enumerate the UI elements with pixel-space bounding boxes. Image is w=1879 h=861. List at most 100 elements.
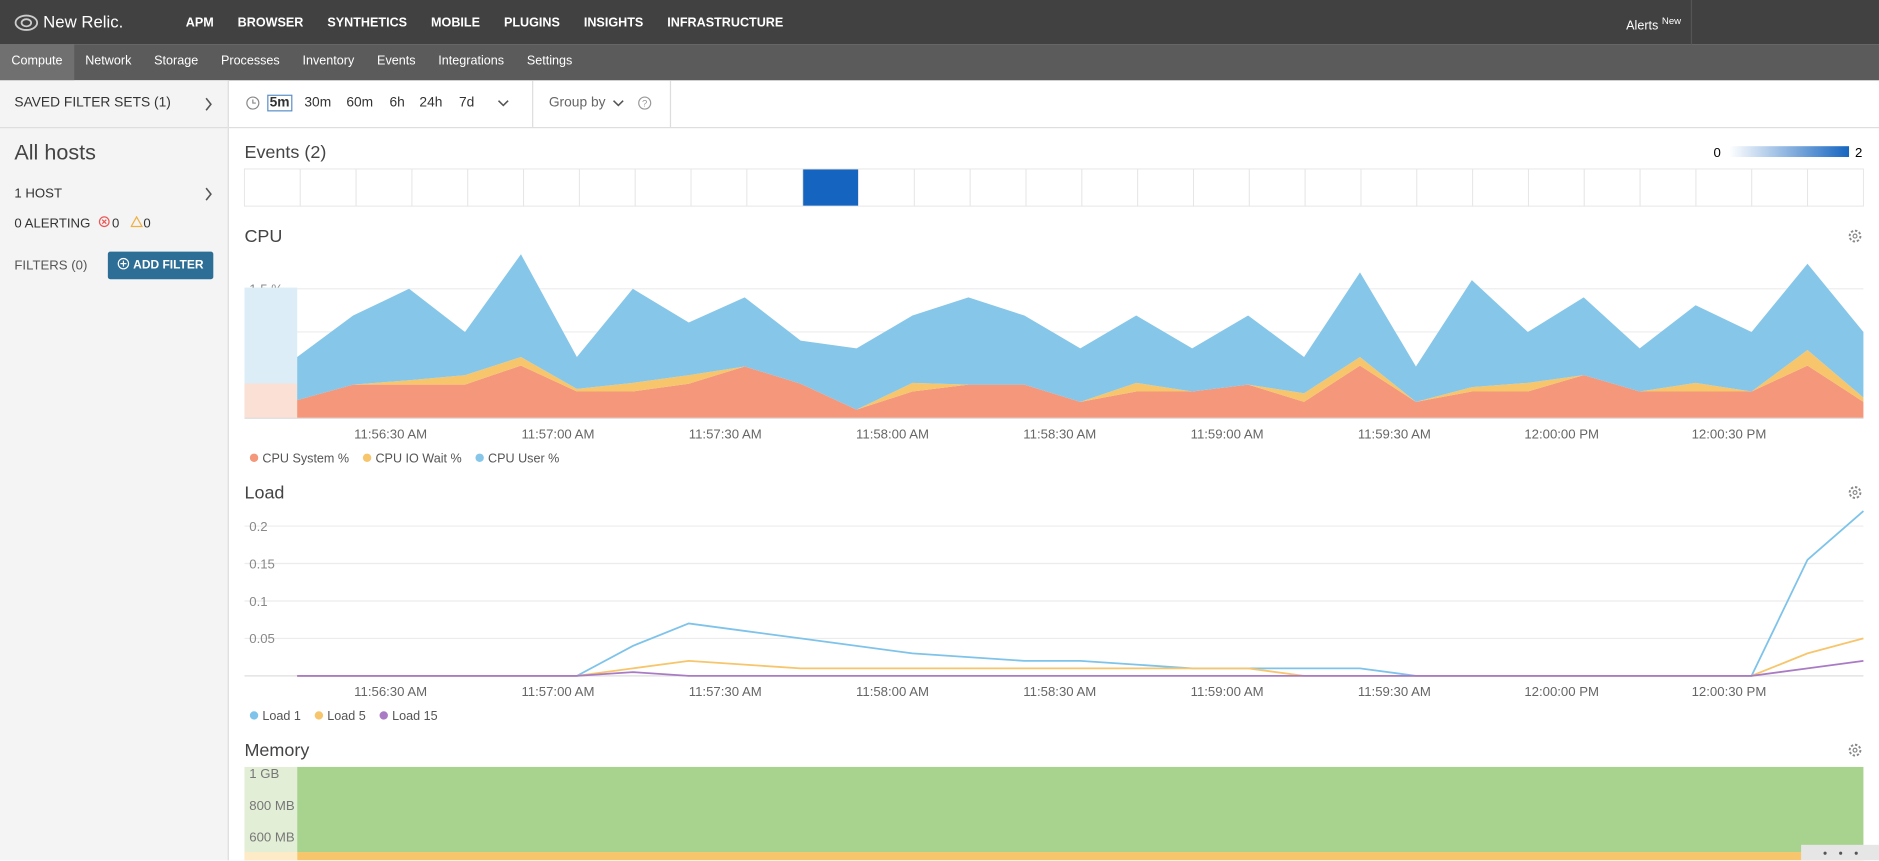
sub-nav: Compute Network Storage Processes Invent… xyxy=(0,44,1879,81)
charts: Events (2)02CPU0.5 %1 %1.5 %11:56:30 AM1… xyxy=(243,142,1879,861)
event-cell xyxy=(1248,168,1306,207)
range[interactable]: 5m xyxy=(267,94,292,112)
range[interactable]: 30m xyxy=(304,95,332,111)
range[interactable]: 6h xyxy=(389,95,405,111)
event-cell xyxy=(1025,168,1083,207)
event-cell xyxy=(634,168,692,207)
legend-label: Load 1 xyxy=(262,709,300,723)
help-icon[interactable]: ? xyxy=(638,96,652,110)
event-cell xyxy=(969,168,1027,207)
x-tick-label: 11:58:00 AM xyxy=(856,427,929,442)
separator xyxy=(669,80,672,128)
nav-item[interactable]: APM xyxy=(185,15,214,30)
add-filter-button[interactable]: ADD FILTER xyxy=(107,251,214,280)
faded-start xyxy=(244,383,298,419)
y-tick-label: 0.15 xyxy=(249,556,275,571)
x-tick-label: 11:59:30 AM xyxy=(1358,684,1431,699)
x-tick-label: 11:57:00 AM xyxy=(521,427,594,442)
x-tick-label: 11:58:00 AM xyxy=(856,684,929,699)
sub-nav-item[interactable]: Network xyxy=(85,53,132,69)
clock-icon xyxy=(246,96,260,110)
event-cell xyxy=(1751,168,1809,207)
x-tick-label: 11:59:30 AM xyxy=(1358,427,1431,442)
saved-filters[interactable]: SAVED FILTER SETS (1) xyxy=(14,95,171,111)
y-tick-label: 0.1 xyxy=(249,594,267,609)
settings-icon[interactable] xyxy=(1848,486,1862,499)
x-tick-label: 11:56:30 AM xyxy=(354,684,427,699)
event-cell xyxy=(1472,168,1529,207)
event-cell xyxy=(1416,168,1474,207)
gear xyxy=(1848,743,1862,757)
legend-swatch xyxy=(249,453,259,462)
gear-hole xyxy=(1852,747,1858,753)
nav-item[interactable]: INFRASTRUCTURE xyxy=(667,15,784,30)
legend-scale xyxy=(1729,146,1850,157)
top-bar: New Relic. APM BROWSER SYNTHETICS MOBILE… xyxy=(0,0,1879,45)
event-cell xyxy=(690,168,748,207)
nav-item[interactable]: MOBILE xyxy=(431,15,480,30)
critical-icon xyxy=(99,216,111,228)
line xyxy=(297,659,1864,677)
sub-nav-item[interactable]: Settings xyxy=(526,53,573,69)
sub-nav-item[interactable]: Compute xyxy=(0,44,74,81)
chart-title: CPU xyxy=(244,226,282,246)
warning-count: 0 xyxy=(143,216,151,232)
critical-count: 0 xyxy=(111,216,120,232)
gear xyxy=(1848,486,1862,499)
dot xyxy=(1823,851,1827,855)
brand-name: New Relic. xyxy=(43,11,124,32)
group-by[interactable]: Group by xyxy=(548,95,606,111)
dropdown-icon[interactable] xyxy=(497,98,509,108)
legend-label: CPU IO Wait % xyxy=(375,452,461,466)
separator xyxy=(1690,0,1693,45)
x-tick-label: 11:57:30 AM xyxy=(689,427,762,442)
line xyxy=(297,637,1864,677)
alerts-label: Alerts xyxy=(1626,18,1659,33)
event-cell xyxy=(1695,168,1753,207)
nav-item[interactable]: SYNTHETICS xyxy=(327,15,408,30)
dropdown-icon[interactable] xyxy=(612,98,624,108)
heading: All hosts xyxy=(14,140,96,165)
divider xyxy=(0,127,228,129)
sub-nav-item[interactable]: Storage xyxy=(154,53,199,69)
chevron xyxy=(205,187,212,201)
settings-icon[interactable] xyxy=(1848,229,1862,243)
legend-swatch xyxy=(475,453,484,462)
chart-title: Load xyxy=(244,483,284,503)
range[interactable]: 60m xyxy=(346,95,374,111)
legend-swatch xyxy=(379,711,388,720)
event-cell xyxy=(1304,168,1362,207)
main-nav: APM BROWSER SYNTHETICS MOBILE PLUGINS IN… xyxy=(186,16,784,30)
dot xyxy=(1854,851,1858,855)
sub-nav-item[interactable]: Events xyxy=(377,53,416,69)
sub-nav-item[interactable]: Integrations xyxy=(438,53,505,69)
legend-max: 2 xyxy=(1855,145,1862,160)
logo xyxy=(14,14,39,31)
legend-swatch xyxy=(362,453,372,462)
legend-label: CPU User % xyxy=(488,452,559,466)
add-filter-label: ADD FILTER xyxy=(133,258,204,273)
range[interactable]: 24h xyxy=(419,95,443,111)
separator xyxy=(532,80,534,128)
legend-label: Load 5 xyxy=(327,709,365,723)
sub-nav-item[interactable]: Inventory xyxy=(302,53,355,69)
alerting-label: 0 ALERTING xyxy=(14,216,91,232)
event-cell xyxy=(1807,168,1864,207)
gear xyxy=(1848,229,1862,243)
nav-item[interactable]: BROWSER xyxy=(237,15,304,30)
hosts[interactable]: 1 HOST xyxy=(14,186,62,202)
event-cell xyxy=(299,168,357,207)
x-tick-label: 11:57:30 AM xyxy=(689,684,762,699)
nav-item[interactable]: PLUGINS xyxy=(503,15,560,30)
event-cell xyxy=(411,168,469,207)
x-tick-label: 11:59:00 AM xyxy=(1191,684,1264,699)
settings-icon[interactable] xyxy=(1848,743,1862,757)
legend-label: CPU System % xyxy=(262,452,349,466)
alerting: 0 ALERTING 0 0 xyxy=(14,215,151,232)
brand[interactable]: New Relic. xyxy=(14,12,123,31)
nav-item[interactable]: INSIGHTS xyxy=(583,15,644,30)
sub-nav-item[interactable]: Processes xyxy=(220,53,280,69)
alerts[interactable]: Alerts New xyxy=(1626,16,1681,33)
range[interactable]: 7d xyxy=(458,95,475,111)
